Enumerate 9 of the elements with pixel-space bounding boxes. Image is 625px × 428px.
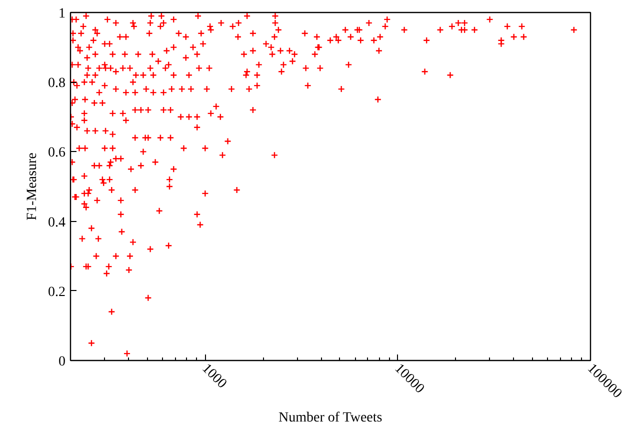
y-axis-title: F1-Measure [25, 152, 40, 220]
y-tick-label: 0 [58, 354, 66, 370]
y-tick-label: 0.6 [48, 146, 66, 161]
y-tick-label: 0.4 [48, 215, 66, 230]
y-tick-label: 0.2 [48, 284, 66, 300]
y-tick-label: 1 [58, 6, 66, 22]
y-tick-label: 0.8 [48, 76, 66, 92]
x-axis-title: Number of Tweets [278, 410, 382, 426]
x-tick-label: 1000 [198, 361, 230, 392]
